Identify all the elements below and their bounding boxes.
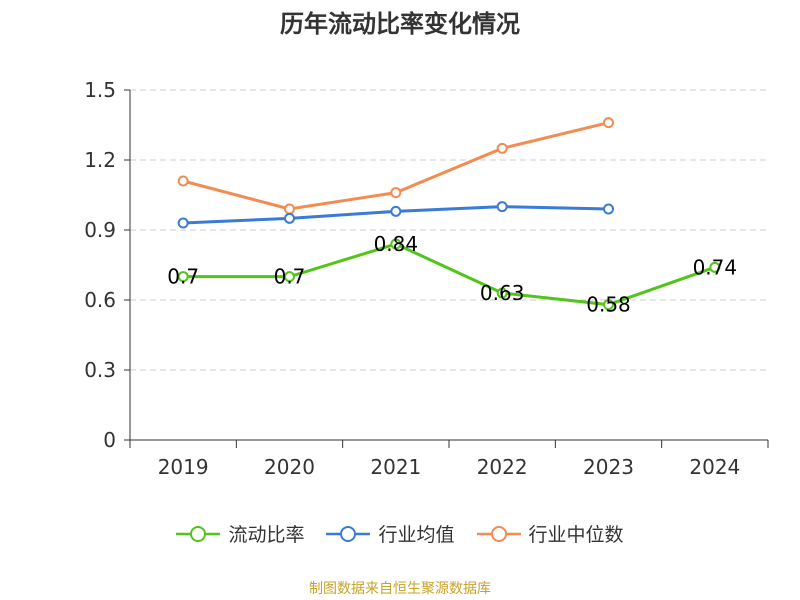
legend-marker-current-ratio	[176, 525, 221, 542]
chart-title: 历年流动比率变化情况	[280, 10, 520, 38]
y-tick-label: 0	[103, 428, 116, 452]
legend: 流动比率 行业均值 行业中位数	[0, 520, 800, 547]
data-label: 0.74	[693, 255, 738, 279]
y-tick-label: 0.6	[84, 288, 116, 312]
data-point	[496, 201, 508, 213]
y-tick-label: 1.5	[84, 78, 116, 102]
x-tick-label: 2019	[158, 455, 209, 479]
y-tick-label: 0.9	[84, 218, 116, 242]
data-point	[390, 238, 402, 250]
data-point	[177, 217, 189, 229]
y-tick-label: 0.3	[84, 358, 116, 382]
x-tick-label: 2023	[583, 455, 634, 479]
x-tick-label: 2022	[477, 455, 528, 479]
y-tick-label: 1.2	[84, 148, 116, 172]
data-point	[603, 203, 614, 215]
data-point	[496, 142, 508, 154]
x-tick-label: 2024	[689, 455, 740, 479]
legend-label: 流动比率	[228, 524, 305, 546]
data-point	[390, 205, 402, 217]
data-label: 0.84	[374, 232, 419, 256]
data-label: 0.63	[480, 281, 525, 305]
data-point	[177, 175, 189, 187]
legend-label: 行业均值	[378, 524, 455, 546]
legend-marker-industry-mean	[326, 525, 371, 542]
data-label: 0.7	[167, 265, 199, 289]
legend-item-current-ratio[interactable]: 流动比率	[176, 520, 304, 547]
data-point	[603, 299, 614, 311]
data-source-note: 制图数据来自恒生聚源数据库	[309, 581, 491, 597]
data-label: 0.58	[586, 293, 631, 317]
legend-marker-industry-median	[476, 525, 521, 542]
data-point	[709, 261, 721, 273]
data-point	[284, 212, 295, 224]
data-point	[390, 187, 402, 199]
data-point	[496, 287, 508, 299]
data-label: 0.7	[274, 265, 306, 289]
x-tick-label: 2021	[370, 455, 421, 479]
x-tick-label: 2020	[264, 455, 315, 479]
legend-item-industry-mean[interactable]: 行业均值	[326, 520, 455, 547]
data-point	[284, 203, 295, 215]
legend-label: 行业中位数	[528, 524, 624, 546]
data-point	[177, 271, 189, 283]
series-line	[183, 242, 716, 307]
data-point	[284, 271, 295, 283]
legend-item-industry-median[interactable]: 行业中位数	[476, 520, 624, 547]
data-point	[603, 117, 614, 129]
